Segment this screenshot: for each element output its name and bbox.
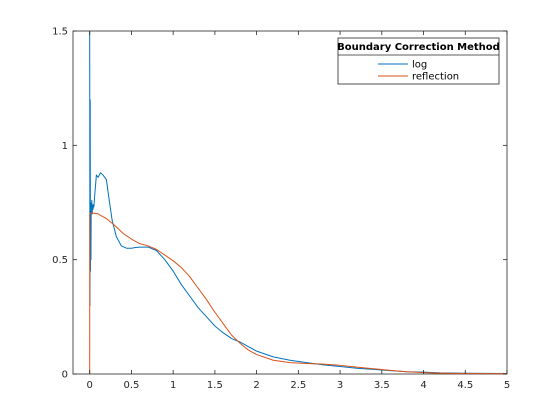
x-tick-label: 0.5 xyxy=(123,380,139,391)
legend: Boundary Correction Method log reflectio… xyxy=(337,37,500,85)
x-tick-label: 3 xyxy=(337,380,343,391)
x-tick-label: 4 xyxy=(420,380,426,391)
x-tick-label: 0 xyxy=(87,380,93,391)
axes-box xyxy=(72,30,508,375)
plot-area: 0 0.5 1 1.5 2 2.5 3 3.5 4 4.5 5 0 0.5 1 1.5 xyxy=(52,27,510,392)
x-tick-label: 2.5 xyxy=(290,380,306,391)
x-axis: 0 0.5 1 1.5 2 2.5 3 3.5 4 4.5 5 xyxy=(87,31,510,391)
series-layer xyxy=(89,30,508,375)
series-line-log xyxy=(89,30,508,375)
y-tick-label: 0.5 xyxy=(52,255,68,266)
y-tick-label: 0 xyxy=(62,370,68,381)
legend-label-reflection: reflection xyxy=(412,72,459,83)
legend-title: Boundary Correction Method xyxy=(337,42,500,53)
x-tick-label: 3.5 xyxy=(374,380,390,391)
legend-label-log: log xyxy=(412,60,427,71)
series-line-reflection xyxy=(89,212,508,375)
x-tick-label: 1 xyxy=(170,380,176,391)
y-tick-label: 1.5 xyxy=(52,27,68,38)
legend-box xyxy=(337,37,500,85)
y-tick-label: 1 xyxy=(62,141,68,152)
y-axis: 0 0.5 1 1.5 xyxy=(52,27,507,381)
x-tick-label: 2 xyxy=(253,380,259,391)
x-tick-label: 1.5 xyxy=(207,380,223,391)
x-tick-label: 5 xyxy=(504,380,510,391)
x-tick-label: 4.5 xyxy=(457,380,473,391)
